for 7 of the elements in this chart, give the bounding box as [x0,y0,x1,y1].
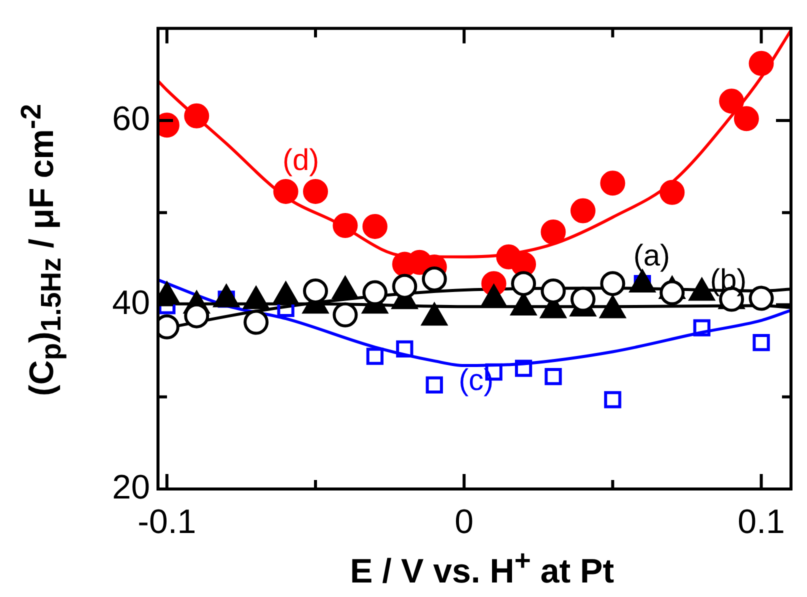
x-tick-label: 0.1 [738,502,785,541]
series-label: (a) [633,239,670,272]
x-axis-title: E / V vs. H$^{+}$ at Pt [348,545,616,592]
series-label: (d) [282,144,320,178]
x-tick-label: 0 [454,502,474,541]
y-tick-label: 60 [112,100,150,138]
y-tick-label: 40 [112,284,150,322]
